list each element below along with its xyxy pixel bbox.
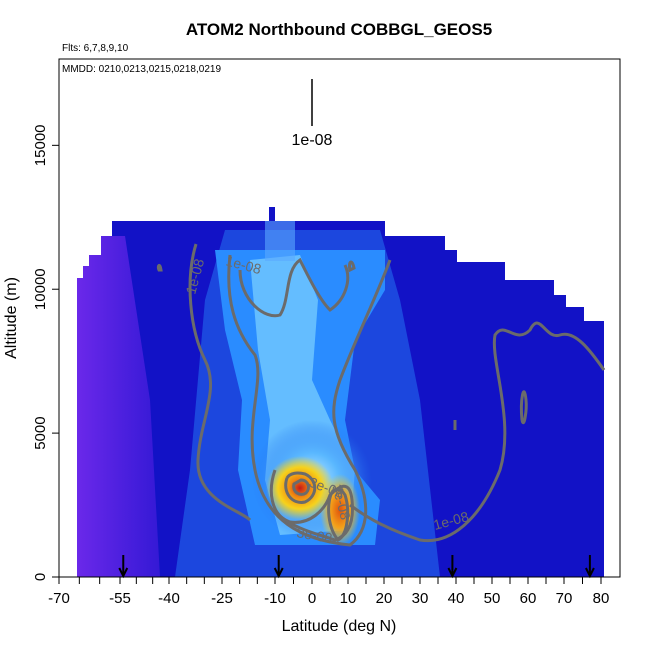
x-tick-label: -55 [109,590,131,607]
dates-note: MMDD: 0210,0213,0215,0218,0219 [62,64,221,75]
y-axis: 0 5000 10000 15000 [32,124,59,581]
contour-3e-08-south [327,487,350,542]
x-tick-label: 50 [484,590,501,607]
x-tick-label: -25 [211,590,233,607]
contour-1e-08-west [188,243,252,522]
plot-frame [58,58,621,578]
x-axis: -70 -55 -40 -25 -10 0 10 20 30 40 50 60 70 80 [48,577,609,607]
contour-1e-08-central [227,254,392,547]
flight-markers [118,555,595,579]
y-axis-label: Altitude (m) [3,277,20,359]
x-tick-label: 0 [308,590,316,607]
x-tick-label: 70 [556,590,573,607]
y-tick-label: 15000 [32,124,49,166]
y-tick-label: 10000 [32,268,49,310]
contour-small-blob [156,263,163,272]
y-tick-label: 5000 [32,416,49,449]
contour-3e-08-outer [269,469,354,542]
x-tick-label: 30 [412,590,429,607]
x-tick-label: -10 [264,590,286,607]
flights-note: Flts: 6,7,8,9,10 [62,43,129,54]
contour-1e-08-east [349,321,606,543]
key-label: 1e-08 [292,132,333,149]
contour-lines [156,243,606,547]
x-tick-label: 40 [448,590,465,607]
chart-title: ATOM2 Northbound COBBGL_GEOS5 [186,20,492,39]
contour-small-blob-2 [348,260,356,273]
x-tick-label: 20 [376,590,393,607]
x-tick-label: 10 [340,590,357,607]
contour-3e-08-inner [284,471,317,504]
x-axis-label: Latitude (deg N) [282,618,397,635]
heatmap-top-patch [265,221,295,261]
x-tick-label: -70 [48,590,70,607]
heatmap-south [77,236,160,577]
flight-marker-arrowhead [447,567,458,579]
contour-1e-08-inner [238,257,350,318]
contour-1e-08-small [520,390,528,424]
x-tick-label: 60 [520,590,537,607]
flight-marker-arrowhead [585,567,595,579]
y-tick-label: 0 [32,573,49,581]
x-tick-label: 80 [593,590,610,607]
flight-marker-arrowhead [118,567,129,579]
flight-marker-arrowhead [273,567,284,579]
heatmap-hotspot-main [266,456,334,520]
contour-label-6: 3e-08 [295,524,333,546]
contour-3e-08-core [292,478,310,496]
x-tick-label: -40 [158,590,180,607]
